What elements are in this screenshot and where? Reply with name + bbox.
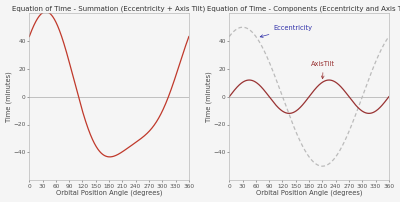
Title: Equation of Time - Summation (Eccentricity + Axis Tilt): Equation of Time - Summation (Eccentrici… — [12, 6, 206, 12]
Text: Eccentricity: Eccentricity — [260, 25, 313, 37]
Text: AxisTilt: AxisTilt — [311, 61, 335, 79]
Title: Equation of Time - Components (Eccentricity and Axis Tilt): Equation of Time - Components (Eccentric… — [207, 6, 400, 12]
X-axis label: Orbital Position Angle (degrees): Orbital Position Angle (degrees) — [56, 190, 162, 196]
Y-axis label: Time (minutes): Time (minutes) — [6, 71, 12, 122]
Y-axis label: Time (minutes): Time (minutes) — [206, 71, 212, 122]
X-axis label: Orbital Position Angle (degrees): Orbital Position Angle (degrees) — [256, 190, 362, 196]
